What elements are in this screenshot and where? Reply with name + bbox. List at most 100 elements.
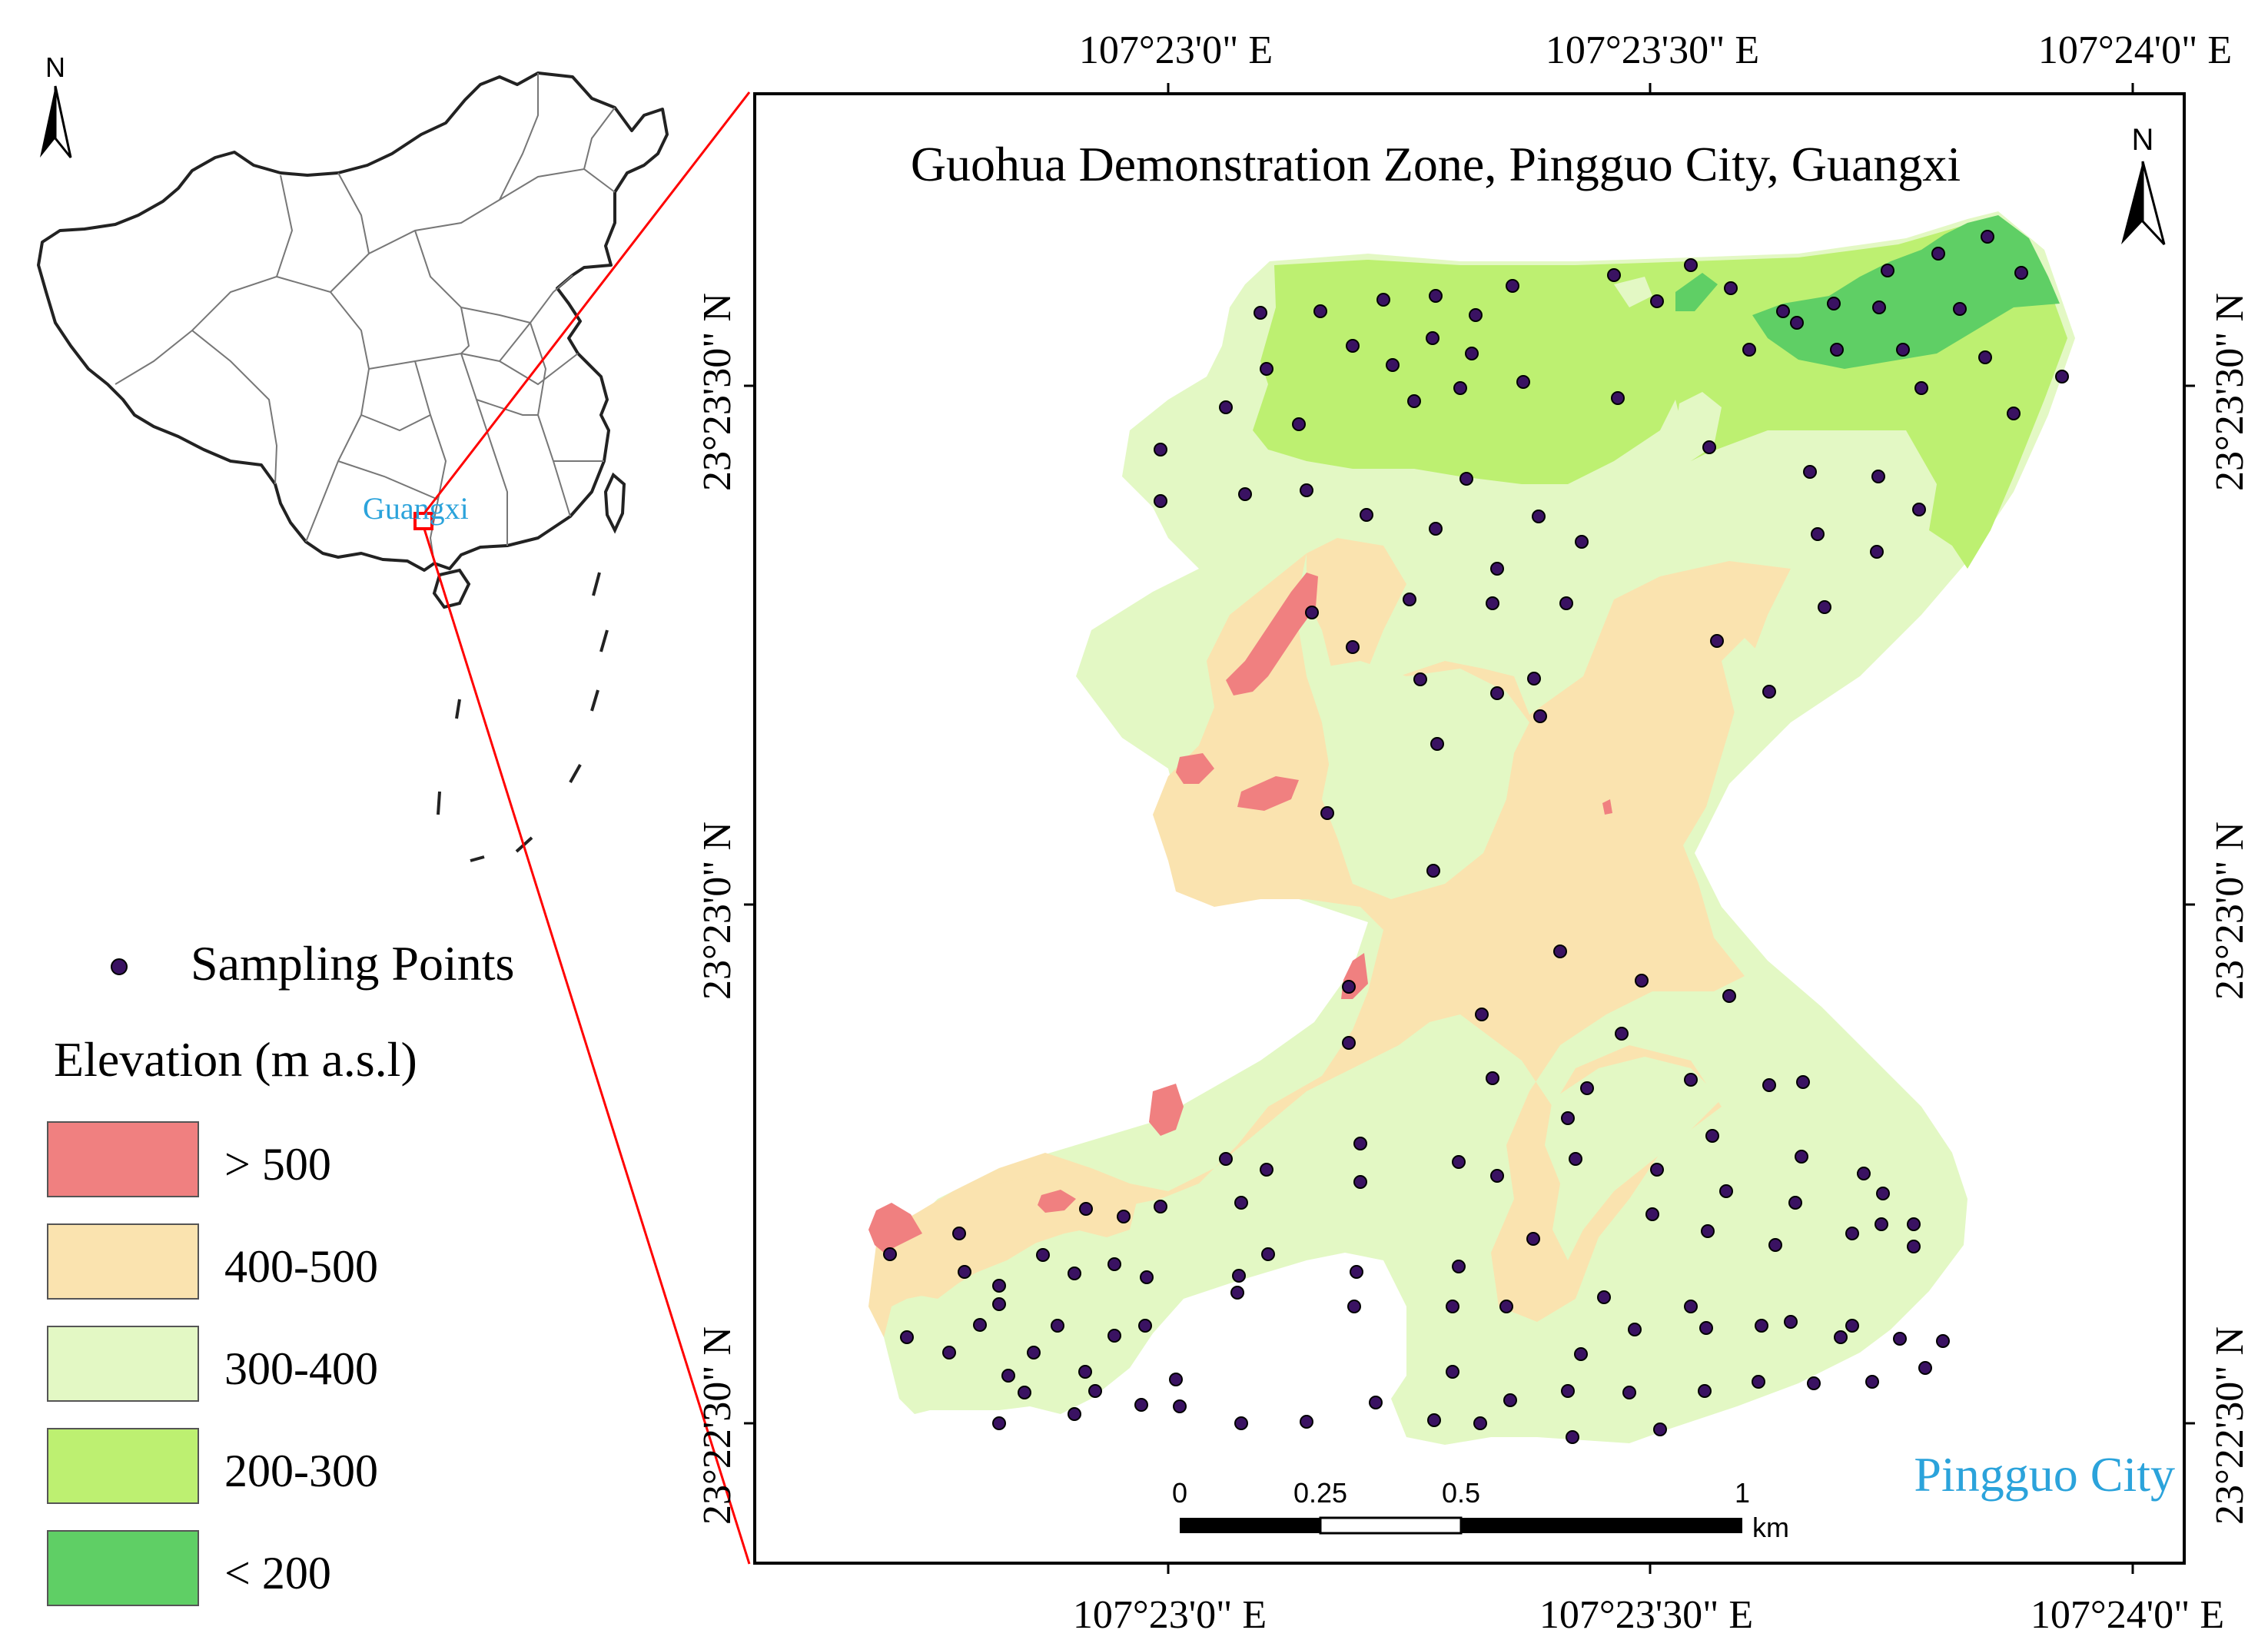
sampling-point — [2007, 407, 2021, 420]
sampling-point — [1566, 1430, 1579, 1444]
sampling-point — [1788, 1196, 1802, 1210]
sampling-point — [1553, 944, 1567, 958]
sampling-point — [1429, 289, 1443, 303]
sampling-point — [1684, 1300, 1698, 1313]
province-boundaries — [115, 73, 616, 564]
sampling-point — [1936, 1334, 1950, 1348]
sampling-point — [1347, 1300, 1361, 1313]
sampling-point — [1465, 347, 1479, 360]
zone-gt-500 — [868, 573, 1612, 1253]
sampling-point — [1981, 230, 1994, 244]
sampling-point — [1918, 1361, 1932, 1375]
sampling-point — [1490, 686, 1504, 700]
lon-bottom-3: 107°24'0" E — [2031, 1593, 2224, 1637]
sampling-point — [1698, 1384, 1712, 1398]
sampling-point — [1650, 1163, 1664, 1177]
sampling-point — [1755, 1319, 1768, 1333]
sampling-point — [1506, 279, 1519, 293]
sampling-point — [1350, 1265, 1363, 1279]
sampling-point — [1527, 672, 1541, 686]
leader-lines — [423, 91, 751, 1565]
south-china-sea-dashes — [437, 572, 609, 862]
legend-swatch-300-400 — [47, 1326, 199, 1402]
sampling-point — [1300, 1415, 1313, 1429]
sampling-point — [1978, 350, 1992, 364]
inset-north-arrow: N — [40, 51, 72, 158]
sampling-point — [1446, 1300, 1459, 1313]
sampling-point — [1353, 1137, 1367, 1150]
sampling-point — [1561, 1111, 1575, 1125]
sampling-point — [1742, 343, 1756, 357]
lon-top-1: 107°23'0" E — [1079, 28, 1273, 72]
sampling-point — [1469, 308, 1483, 322]
sampling-point — [1827, 297, 1841, 310]
sampling-point — [1486, 596, 1499, 610]
sampling-point — [1261, 1247, 1275, 1261]
sampling-point — [1473, 1416, 1487, 1430]
sampling-point — [1154, 443, 1167, 456]
sampling-point — [1628, 1323, 1642, 1336]
sampling-point — [1857, 1167, 1871, 1180]
sampling-point — [1807, 1376, 1821, 1390]
sampling-point — [1561, 1384, 1575, 1398]
sampling-point — [1346, 640, 1360, 654]
sampling-point — [1710, 634, 1724, 648]
sampling-point — [1580, 1081, 1594, 1095]
sampling-point — [1305, 606, 1319, 619]
sampling-point — [1426, 864, 1440, 878]
sampling-point — [1234, 1196, 1248, 1210]
sampling-point — [1752, 1375, 1765, 1389]
legend-swatch-200-300 — [47, 1428, 199, 1504]
sampling-point — [1722, 989, 1736, 1003]
sampling-point — [1907, 1240, 1921, 1253]
sampling-point — [1653, 1423, 1667, 1436]
sampling-point — [1881, 264, 1894, 277]
sampling-point — [1645, 1207, 1659, 1221]
sampling-point — [1173, 1399, 1187, 1413]
sampling-point — [1701, 1224, 1715, 1238]
sampling-point — [1719, 1184, 1733, 1198]
sampling-point — [1154, 494, 1167, 508]
sampling-point — [1872, 300, 1886, 314]
sampling-point — [1369, 1396, 1383, 1409]
sampling-point — [1818, 600, 1831, 614]
sampling-point — [1342, 980, 1356, 994]
sampling-point — [1896, 343, 1910, 357]
china-outline — [37, 71, 669, 572]
north-arrow-icon — [2121, 161, 2143, 244]
sampling-point — [1811, 527, 1825, 541]
lat-left-1: 23°23'30" N — [696, 293, 739, 491]
legend-swatch-gt-500 — [47, 1121, 199, 1197]
sampling-point — [1569, 1152, 1582, 1166]
sampling-point — [1292, 417, 1306, 431]
sampling-point — [1154, 1200, 1167, 1213]
sampling-point — [1169, 1373, 1183, 1386]
north-arrow-icon — [40, 86, 55, 158]
sampling-point — [1953, 302, 1967, 316]
sampling-point — [1068, 1407, 1081, 1421]
legend-label-gt-500: > 500 — [224, 1139, 331, 1190]
main-north-arrow: N — [2121, 123, 2166, 246]
sampling-point — [1684, 1073, 1698, 1087]
sampling-point — [900, 1330, 914, 1344]
lat-right-1: 23°23'30" N — [2208, 293, 2252, 491]
lon-top-2: 107°23'30" E — [1546, 28, 1759, 72]
sampling-point — [1254, 306, 1267, 320]
sampling-point — [1430, 737, 1444, 751]
sampling-point — [1107, 1329, 1121, 1343]
sampling-point — [1503, 1393, 1517, 1407]
sampling-point — [1635, 974, 1649, 988]
sampling-point — [1607, 268, 1621, 282]
sampling-point — [1907, 1217, 1921, 1231]
sampling-point — [1486, 1071, 1499, 1085]
sampling-point — [1346, 339, 1360, 353]
sampling-point — [1845, 1227, 1859, 1240]
legend-point-symbol — [111, 958, 128, 975]
sampling-point — [1790, 316, 1804, 330]
sampling-point — [1575, 535, 1589, 549]
scale-unit: km — [1752, 1512, 1789, 1543]
sampling-point — [1238, 487, 1252, 501]
legend-points-label: Sampling Points — [191, 936, 514, 991]
sampling-point — [1597, 1290, 1611, 1304]
sampling-point — [1001, 1369, 1015, 1383]
